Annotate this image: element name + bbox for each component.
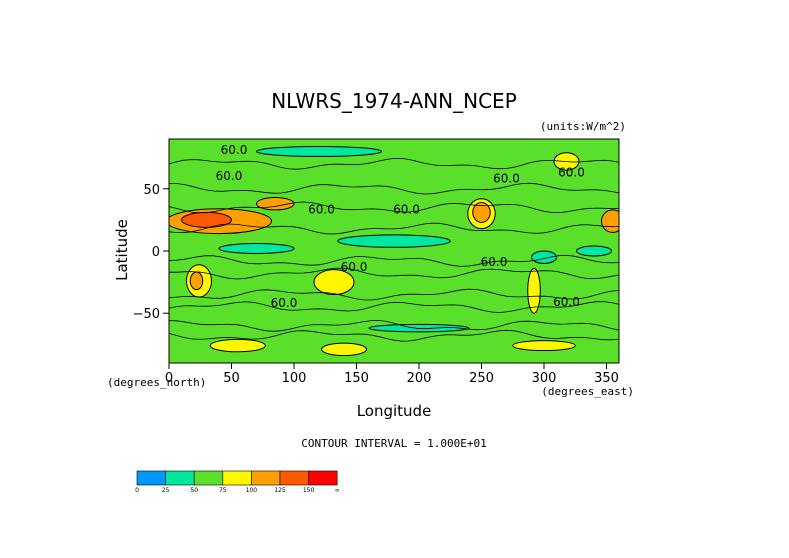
contour-label: 60.0 — [393, 203, 420, 217]
contour-line — [169, 288, 619, 301]
region-atlantic-cool — [576, 245, 612, 257]
colorbar-swatch — [136, 470, 166, 486]
contour-line — [169, 201, 619, 214]
contour-line — [169, 301, 619, 313]
y-tick-label: −50 — [133, 307, 160, 322]
x-tick-label: 350 — [594, 371, 619, 386]
region-australia — [313, 269, 355, 296]
plot-area: 60.060.0 60.060.0 60.060.0 60.060.0 60.060.0… — [133, 138, 620, 386]
region-mexico-core — [472, 201, 491, 223]
colorbar-swatch — [222, 470, 252, 486]
field: 60.0 60.0 60.0 60.0 60.0 60.0 60.0 60.0 60.0 60.0 — [169, 139, 619, 363]
chart-title: NLWRS_1974-ANN_NCEP — [271, 89, 517, 113]
contour-line — [169, 329, 619, 342]
y-axis-label: Latitude — [113, 219, 131, 281]
x-tick-label: 150 — [344, 371, 369, 386]
contour-label: 60.0 — [481, 255, 508, 269]
colorbar-tick-label: 50 — [190, 487, 198, 494]
colorbar-tick-label: 125 — [274, 487, 286, 494]
colorbar-swatch — [193, 470, 224, 486]
x-tick-label: 250 — [469, 371, 494, 386]
region-tibet — [256, 196, 295, 211]
y-tick-label: 50 — [143, 183, 160, 198]
x-unit-label: (degrees_east) — [541, 385, 634, 398]
units-label: (units:W/m^2) — [540, 120, 626, 133]
region-kalahari-core — [189, 271, 204, 291]
contour-line — [169, 267, 619, 280]
x-tick-label: 0 — [165, 371, 173, 386]
region-antarctica-west — [209, 338, 266, 353]
y-tick-label: 0 — [152, 245, 160, 260]
region-sahara-core — [181, 211, 232, 228]
colorbar-swatch — [279, 470, 309, 486]
contour-label: 60.0 — [558, 165, 585, 179]
colorbar-tick-label: 75 — [219, 487, 227, 494]
region-indian-cool — [218, 243, 295, 254]
contour-label: 60.0 — [553, 295, 580, 309]
contour-label: 60.0 — [216, 169, 243, 183]
contour-line — [169, 320, 619, 332]
contour-line — [169, 254, 619, 267]
contour-interval: CONTOUR INTERVAL = 1.000E+01 — [301, 437, 486, 450]
colorbar-tick-label: ∞ — [335, 487, 340, 494]
x-tick-label: 100 — [282, 371, 307, 386]
x-axis-label: Longitude — [357, 402, 432, 420]
contour-label: 60.0 — [271, 296, 298, 310]
region-pacific-cool — [337, 234, 451, 248]
contour-line — [169, 157, 619, 170]
colorbar-tick-label: 100 — [246, 487, 258, 494]
x-tick-label: 200 — [407, 371, 432, 386]
contour-line — [169, 222, 619, 235]
x-tick-label: 300 — [532, 371, 557, 386]
region-amazon-cool — [531, 250, 557, 264]
region-sahara-west — [601, 209, 619, 233]
contour-line — [169, 182, 619, 195]
colorbar-tick-label: 25 — [162, 487, 170, 494]
region-antarctica-east — [321, 342, 367, 357]
y-unit-label: (degrees_north) — [107, 376, 206, 389]
colorbar: 0 25 50 75 100 125 150 ∞ — [135, 470, 340, 494]
colorbar-swatch — [251, 470, 281, 486]
contour-label: 60.0 — [308, 203, 335, 217]
x-tick-label: 50 — [223, 371, 240, 386]
region-arctic-cool — [256, 145, 382, 157]
contour-label: 60.0 — [341, 260, 368, 274]
colorbar-swatch — [165, 470, 195, 486]
contour-label: 60.0 — [221, 143, 248, 157]
colorbar-swatch — [308, 470, 338, 486]
region-andes — [527, 267, 541, 314]
contour-label: 60.0 — [493, 172, 520, 186]
colorbar-tick-label: 0 — [135, 487, 139, 494]
colorbar-tick-label: 150 — [303, 487, 315, 494]
region-antarctica-pen — [512, 340, 576, 352]
